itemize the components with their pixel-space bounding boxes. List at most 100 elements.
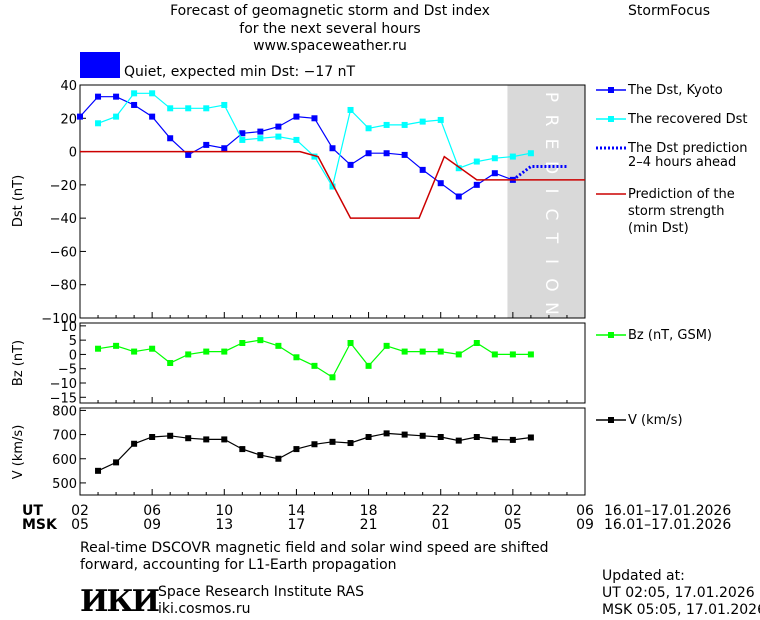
data-point [275,455,282,462]
msk-tick-label: 13 [215,517,233,533]
data-point [383,121,390,128]
data-point [419,118,426,125]
data-point [311,153,318,160]
y-axis-label: V (km/s) [11,425,26,480]
data-point [149,434,156,440]
data-point [347,340,354,346]
series-line-2-0 [97,432,531,472]
data-point [383,342,390,349]
data-point [293,113,300,120]
prediction-letter: I [541,188,561,193]
y-tick-label: 700 [52,429,77,444]
data-point [203,141,210,148]
legend-v: V (km/s) [628,413,683,428]
data-point [491,436,498,443]
msk-tick-label: 21 [360,517,378,533]
prediction-letter: R [541,115,561,127]
data-point [293,354,300,361]
data-point [185,351,192,358]
y-tick-label: −10 [50,377,77,392]
prediction-letter: C [541,209,561,221]
data-point [221,145,228,152]
data-point [275,133,282,140]
data-point [329,183,336,190]
y-tick-label: −15 [50,391,77,406]
y-tick-label: 10 [60,320,77,335]
data-point [185,151,192,158]
data-point [329,145,336,152]
date-range-msk: 16.01–17.01.2026 [604,517,732,533]
data-point [167,135,174,142]
legend-bz: Bz (nT, GSM) [628,328,713,343]
data-point [419,166,426,173]
data-point [329,438,336,445]
y-tick-label: −5 [58,363,77,378]
data-point [365,362,372,369]
data-point [491,155,498,162]
data-point [203,105,210,112]
y-tick-label: 40 [60,79,77,94]
data-point [455,165,462,172]
data-point [437,116,444,123]
data-point [203,348,210,355]
chart-title-line-1: Forecast of geomagnetic storm and Dst in… [170,3,490,19]
data-point [131,348,138,355]
data-point [239,136,246,143]
data-point [95,120,102,127]
footer-note-line-1: Real-time DSCOVR magnetic field and sola… [80,540,549,556]
data-point [239,446,246,453]
data-point [95,93,102,100]
data-point [347,161,354,168]
data-point [401,151,408,158]
ut-tick-label: 06 [576,503,594,519]
ut-tick-label: 10 [215,503,233,519]
legend-marker [608,87,614,93]
data-point [311,362,318,369]
data-point [185,105,192,112]
msk-tick-label: 05 [71,517,89,533]
data-point [167,105,174,112]
data-point [329,374,336,381]
y-tick-label: 600 [52,453,77,468]
data-point [131,90,138,97]
prediction-letter: N [541,302,561,315]
ut-tick-label: 18 [360,503,378,519]
prediction-zone [507,85,585,318]
institute-site[interactable]: iki.cosmos.ru [158,601,251,617]
data-point [257,128,264,135]
data-point [419,348,426,355]
legend-storm-strength-2: storm strength [628,204,725,219]
chart-title-line-2: for the next several hours [239,21,421,37]
data-point [455,351,462,358]
data-point [185,435,192,442]
ut-tick-label: 22 [432,503,450,519]
data-point [401,431,408,438]
y-tick-label: −100 [41,312,77,327]
data-point [239,130,246,137]
data-point [203,436,210,443]
data-point [437,348,444,355]
data-point [473,340,480,346]
data-point [473,181,480,188]
legend-recovered-dst: The recovered Dst [628,112,748,127]
data-point [257,452,264,459]
data-point [95,345,102,352]
ut-tick-label: 02 [504,503,522,519]
data-point [275,342,282,349]
data-point [401,348,408,355]
data-point [419,432,426,439]
data-point [527,150,534,157]
iki-logo: ИКИ [80,584,160,619]
prediction-letter: I [541,259,561,264]
data-point [365,150,372,157]
data-point [365,125,372,132]
legend-storm-strength-3: (min Dst) [628,221,689,236]
data-point [311,441,318,448]
data-point [491,170,498,177]
data-point [311,115,318,122]
storm-status-indicator [80,52,120,78]
data-point [347,106,354,113]
msk-tick-label: 09 [576,517,594,533]
y-axis-label: Dst (nT) [11,175,26,227]
legend-storm-strength-1: Prediction of the [628,187,735,202]
